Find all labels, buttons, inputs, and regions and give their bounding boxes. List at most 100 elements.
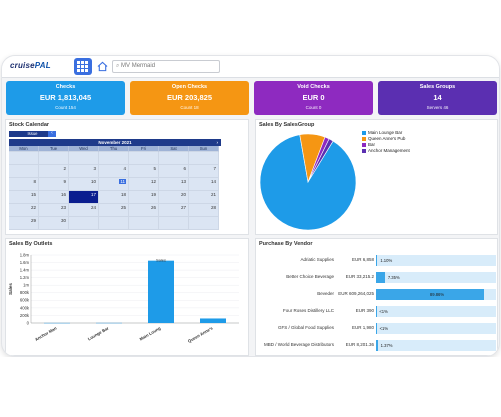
y-tick-label: 1.6m bbox=[20, 260, 30, 265]
sales-by-salesgroup-panel: Sales By SalesGroup Main Lounge Bar Queen… bbox=[255, 119, 498, 235]
outlet-bar[interactable] bbox=[200, 318, 226, 323]
calendar-day-cell[interactable] bbox=[9, 165, 39, 178]
open-checks-card[interactable]: Open Checks EUR 203,825 Count 18 bbox=[130, 81, 249, 115]
vendor-share-label: 7.35% bbox=[387, 275, 400, 280]
calendar-day-cell[interactable]: 28 bbox=[189, 204, 219, 217]
logo-text-pal: PAL bbox=[34, 61, 51, 70]
calendar-day-number: 22 bbox=[30, 205, 36, 210]
calendar-week: 2 3 4 5 6 7 bbox=[9, 165, 219, 178]
calendar-dow-thu: Thu bbox=[99, 146, 129, 152]
calendar-day-cell[interactable] bbox=[159, 217, 189, 230]
vendor-share-fill bbox=[376, 289, 484, 300]
calendar-day-cell[interactable]: 5 bbox=[129, 165, 159, 178]
calendar-day-cell[interactable] bbox=[9, 152, 39, 165]
calendar-day-cell[interactable] bbox=[99, 217, 129, 230]
calendar-day-cell[interactable] bbox=[159, 152, 189, 165]
calendar-day-cell[interactable] bbox=[69, 152, 99, 165]
calendar-day-cell[interactable] bbox=[99, 152, 129, 165]
void-checks-card[interactable]: Void Checks EUR 0 Count 0 bbox=[254, 81, 373, 115]
ship-select-dropdown[interactable]: ⌕ MV Mermaid bbox=[112, 60, 220, 73]
home-icon[interactable] bbox=[97, 61, 108, 72]
grid-dot-icon bbox=[81, 65, 84, 68]
calendar-day-number: 23 bbox=[60, 205, 66, 210]
sales-groups-card[interactable]: Sales Groups 14 Servers 46 bbox=[378, 81, 497, 115]
y-tick-label: 800k bbox=[20, 290, 30, 295]
legend-item[interactable]: Main Lounge Bar bbox=[362, 130, 402, 135]
calendar-day-number: 12 bbox=[150, 179, 156, 184]
vendor-row[interactable]: GFS / Global Food Supplies EUR 1,980 <1% bbox=[256, 321, 499, 336]
calendar-day-number: 6 bbox=[183, 166, 186, 171]
calendar-day-cell[interactable] bbox=[129, 217, 159, 230]
calendar-day-number: 21 bbox=[210, 192, 216, 197]
calendar-day-cell[interactable]: 21 bbox=[189, 191, 219, 204]
calendar-day-cell[interactable] bbox=[189, 217, 219, 230]
pie-slice-anchor-management[interactable] bbox=[307, 138, 334, 183]
calendar-prev-button[interactable]: ‹ bbox=[48, 131, 56, 137]
calendar-day-cell[interactable]: 20 bbox=[159, 191, 189, 204]
legend-item[interactable]: Queen Anne's Pub bbox=[362, 136, 405, 141]
vendor-name: Better Choice Beverage bbox=[286, 274, 334, 279]
sales-by-salesgroup-title: Sales By SalesGroup bbox=[259, 122, 315, 128]
outlet-bar[interactable] bbox=[148, 260, 174, 323]
calendar-day-cell[interactable]: 15 bbox=[9, 191, 39, 204]
legend-item[interactable]: Anchor Management bbox=[362, 148, 410, 153]
stock-calendar-panel: Stock Calendar Issue ‹ November 2021 › M… bbox=[5, 119, 249, 235]
calendar-day-cell[interactable]: 27 bbox=[159, 204, 189, 217]
calendar-next-button[interactable]: › bbox=[216, 140, 219, 145]
vendor-name: Beveder bbox=[317, 291, 334, 296]
y-tick-label: 400k bbox=[20, 305, 30, 310]
vendor-row[interactable]: Beveder EUR 609,264,025 89.86% bbox=[256, 287, 499, 302]
calendar-day-cell[interactable]: 9 bbox=[39, 178, 69, 191]
vendor-row[interactable]: Four Roses Distillery LLC EUR 390 <1% bbox=[256, 304, 499, 319]
calendar-day-cell[interactable]: 13 bbox=[159, 178, 189, 191]
calendar-day-cell[interactable]: 7 bbox=[189, 165, 219, 178]
calendar-day-cell[interactable]: 25 bbox=[99, 204, 129, 217]
calendar-day-cell[interactable]: 4 bbox=[99, 165, 129, 178]
open-checks-card-value: EUR 203,825 bbox=[166, 93, 213, 102]
calendar-day-cell[interactable]: 19 bbox=[129, 191, 159, 204]
calendar-day-cell[interactable]: 14 bbox=[189, 178, 219, 191]
vendor-row[interactable]: Better Choice Beverage EUR 33,215.2 7.35% bbox=[256, 270, 499, 285]
calendar-day-cell[interactable] bbox=[189, 152, 219, 165]
calendar-day-cell[interactable]: 3 bbox=[69, 165, 99, 178]
vendor-row[interactable]: MBD / World Beverage Distributors EUR 8,2… bbox=[256, 338, 499, 353]
vendor-row[interactable]: Adriatic Supplies EUR 6,858 1.10% bbox=[256, 253, 499, 268]
cruisepal-logo[interactable]: cruisePAL bbox=[10, 61, 51, 70]
calendar-day-cell[interactable]: 18 bbox=[99, 191, 129, 204]
legend-label: Bar bbox=[368, 142, 376, 147]
calendar-day-cell[interactable] bbox=[129, 152, 159, 165]
grid-dot-icon bbox=[77, 61, 80, 64]
calendar-day-cell[interactable]: 8 bbox=[9, 178, 39, 191]
calendar-day-cell[interactable]: 22 bbox=[9, 204, 39, 217]
vendor-share-label: <1% bbox=[379, 309, 388, 314]
calendar-day-cell[interactable]: 24 bbox=[69, 204, 99, 217]
checks-card[interactable]: Checks EUR 1,813,045 Count 154 bbox=[6, 81, 125, 115]
calendar-day-cell[interactable]: 16 bbox=[39, 191, 69, 204]
calendar-issue-button[interactable]: Issue bbox=[9, 131, 56, 137]
calendar-day-cell[interactable]: 11 bbox=[99, 178, 129, 191]
y-tick-label: 1.4m bbox=[20, 268, 30, 273]
apps-grid-button[interactable] bbox=[74, 58, 92, 75]
calendar-day-cell[interactable]: 10 bbox=[69, 178, 99, 191]
calendar-day-cell[interactable]: 2 bbox=[39, 165, 69, 178]
legend-item[interactable]: Bar bbox=[362, 142, 375, 147]
calendar-day-number: 15 bbox=[30, 192, 36, 197]
calendar-dow-mon: Mon bbox=[9, 146, 39, 152]
calendar-day-cell[interactable]: 30 bbox=[39, 217, 69, 230]
vendor-name: Adriatic Supplies bbox=[300, 257, 334, 262]
calendar-day-cell[interactable]: 26 bbox=[129, 204, 159, 217]
calendar-day-cell[interactable] bbox=[39, 152, 69, 165]
calendar-day-cell[interactable]: 29 bbox=[9, 217, 39, 230]
page-background bbox=[0, 357, 501, 417]
checks-card-value: EUR 1,813,045 bbox=[39, 93, 92, 102]
calendar-day-cell[interactable]: 12 bbox=[129, 178, 159, 191]
calendar-days-of-week: Mon Tue Wed Thu Fri Sat Sun bbox=[9, 146, 219, 152]
calendar-day-cell[interactable]: 17 bbox=[69, 191, 99, 204]
grid-dot-icon bbox=[81, 69, 84, 72]
calendar-day-cell[interactable] bbox=[69, 217, 99, 230]
vendor-name: Four Roses Distillery LLC bbox=[282, 308, 334, 313]
calendar-day-cell[interactable]: 23 bbox=[39, 204, 69, 217]
calendar-day-cell[interactable]: 6 bbox=[159, 165, 189, 178]
calendar-day-number: 27 bbox=[180, 205, 186, 210]
legend-swatch bbox=[362, 130, 366, 135]
